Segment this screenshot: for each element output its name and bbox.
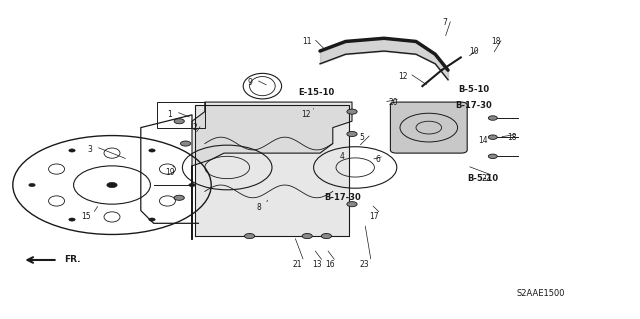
Circle shape [488,135,497,139]
Text: FR.: FR. [64,256,81,264]
Text: 2: 2 [193,123,198,132]
Text: B-17-30: B-17-30 [324,193,361,202]
Circle shape [149,149,156,152]
Text: 14: 14 [478,136,488,145]
Text: 17: 17 [369,212,380,221]
Circle shape [69,218,76,221]
Circle shape [488,116,497,120]
Text: 1: 1 [167,110,172,119]
Circle shape [189,183,195,187]
Circle shape [347,109,357,114]
Circle shape [244,234,255,239]
Text: 12: 12 [399,72,408,81]
Circle shape [174,119,184,124]
Text: 18: 18 [492,37,500,46]
FancyBboxPatch shape [390,102,467,153]
Circle shape [321,234,332,239]
Circle shape [107,182,117,188]
Text: 5: 5 [359,133,364,142]
Circle shape [302,234,312,239]
Circle shape [148,218,155,221]
Text: B-5-10: B-5-10 [468,174,499,183]
Text: 11: 11 [303,37,312,46]
Text: 22: 22 [482,174,491,183]
Text: 4: 4 [340,152,345,161]
Text: 3: 3 [87,145,92,154]
Text: 6: 6 [375,155,380,164]
Text: 23: 23 [360,260,370,269]
Circle shape [347,131,357,137]
Text: 9: 9 [247,78,252,87]
Text: S2AAE1500: S2AAE1500 [516,289,565,298]
Circle shape [69,149,76,152]
Text: 12: 12 [301,110,310,119]
Text: 19: 19 [164,168,175,177]
Text: 16: 16 [324,260,335,269]
Polygon shape [192,102,352,239]
Text: 15: 15 [81,212,92,221]
Text: 13: 13 [312,260,322,269]
Text: E-15-10: E-15-10 [299,88,335,97]
Text: 21: 21 [293,260,302,269]
Circle shape [29,183,35,187]
Text: 18: 18 [508,133,516,142]
Text: 20: 20 [388,98,399,107]
Polygon shape [195,105,349,236]
Text: 7: 7 [442,18,447,27]
Circle shape [488,154,497,159]
Circle shape [180,141,191,146]
Circle shape [347,202,357,207]
Circle shape [174,195,184,200]
Text: B-5-10: B-5-10 [458,85,489,94]
Text: B-17-30: B-17-30 [455,101,492,110]
Text: 8: 8 [257,203,262,212]
Text: 10: 10 [468,47,479,56]
